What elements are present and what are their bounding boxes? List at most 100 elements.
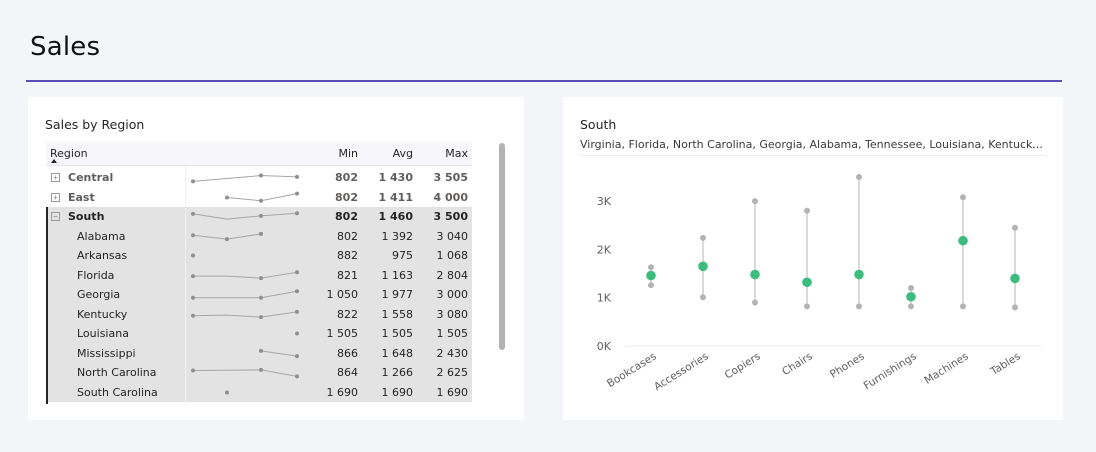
max-point[interactable] xyxy=(648,264,654,271)
sparkline-point xyxy=(259,198,263,203)
column-header-min[interactable]: Min xyxy=(338,147,358,160)
x-tick-label: Accessories xyxy=(652,350,711,393)
sparkline-path xyxy=(193,290,298,299)
trend-sparkline xyxy=(225,390,229,394)
max-point[interactable] xyxy=(960,194,966,201)
matrix-header: Region Min Avg Max xyxy=(46,142,472,166)
min-point[interactable] xyxy=(960,303,966,310)
x-tick-label: Furnishings xyxy=(862,350,919,392)
min-point[interactable] xyxy=(752,299,758,306)
south-chart-card[interactable]: South Virginia, Florida, North Carolina,… xyxy=(563,97,1063,420)
min-point[interactable] xyxy=(648,282,654,289)
cell-max: 1 690 xyxy=(436,385,469,399)
sparkline-endpoint xyxy=(295,269,299,274)
avg-point[interactable] xyxy=(854,269,864,280)
collapse-icon[interactable]: − xyxy=(51,212,60,221)
state-row[interactable]: North Carolina 864 1 266 2 625 xyxy=(46,363,472,383)
state-row[interactable]: Arkansas 882 975 1 068 xyxy=(46,246,472,266)
expand-icon[interactable]: + xyxy=(51,192,60,202)
sparkline-endpoint xyxy=(191,273,195,278)
max-point[interactable] xyxy=(700,234,706,241)
sparkline-endpoint xyxy=(295,191,299,196)
sparkline-endpoint xyxy=(259,231,263,236)
state-row[interactable]: Mississippi 866 1 648 2 430 xyxy=(46,343,472,363)
sparkline-endpoint xyxy=(191,232,195,237)
region-group-row[interactable]: + Central 802 1 430 3 505 xyxy=(46,168,472,188)
cell-avg: 975 xyxy=(392,249,413,262)
sparkline-endpoint xyxy=(259,348,263,353)
state-row[interactable]: Georgia 1 050 1 977 3 000 xyxy=(46,285,472,305)
cell-max: 2 625 xyxy=(436,366,469,379)
row-label: South xyxy=(68,210,105,223)
state-row[interactable]: Florida 821 1 163 2 804 xyxy=(46,265,472,285)
sparkline-point xyxy=(191,253,195,258)
max-point[interactable] xyxy=(1012,224,1018,231)
max-point[interactable] xyxy=(804,207,810,214)
cell-max: 3 500 xyxy=(433,210,468,223)
expand-icon[interactable]: + xyxy=(51,173,60,182)
column-header-avg[interactable]: Avg xyxy=(392,147,413,160)
cell-min: 802 xyxy=(335,190,358,204)
row-label: Arkansas xyxy=(77,249,128,262)
cell-min: 821 xyxy=(337,268,358,282)
min-point[interactable] xyxy=(908,303,914,310)
sparkline-endpoint xyxy=(191,313,195,318)
min-point[interactable] xyxy=(1012,304,1018,311)
sparkline-endpoint xyxy=(295,309,299,314)
avg-point[interactable] xyxy=(958,235,968,246)
state-row[interactable]: South Carolina 1 690 1 690 1 690 xyxy=(46,382,472,402)
sparkline-point xyxy=(259,173,263,178)
scrollbar-thumb[interactable] xyxy=(499,143,505,350)
sparkline-point xyxy=(259,275,263,280)
trend-sparkline xyxy=(295,331,299,336)
region-group-row[interactable]: + East 802 1 411 4 000 xyxy=(46,188,472,208)
max-point[interactable] xyxy=(856,174,862,180)
min-point[interactable] xyxy=(700,294,706,301)
cell-avg: 1 392 xyxy=(381,229,414,243)
cell-avg: 1 460 xyxy=(378,210,413,223)
sparkline-endpoint xyxy=(225,195,229,199)
sparkline-endpoint xyxy=(295,289,299,294)
min-point[interactable] xyxy=(804,303,810,310)
avg-point[interactable] xyxy=(698,261,708,272)
x-tick-label: Phones xyxy=(828,350,867,380)
cell-avg: 1 505 xyxy=(381,327,414,340)
sparkline-endpoint xyxy=(295,211,299,216)
cell-avg: 1 163 xyxy=(381,268,414,282)
cell-min: 802 xyxy=(335,210,358,223)
avg-point[interactable] xyxy=(802,277,812,288)
column-header-region[interactable]: Region xyxy=(50,147,88,160)
trend-sparkline xyxy=(191,269,299,280)
max-point[interactable] xyxy=(908,285,914,292)
column-header-max[interactable]: Max xyxy=(445,147,468,160)
trend-sparkline xyxy=(191,211,299,220)
title-underline xyxy=(26,80,1062,82)
page-title: Sales xyxy=(30,32,101,62)
cell-max: 1 505 xyxy=(436,327,469,340)
trend-sparkline xyxy=(191,309,299,319)
trend-sparkline xyxy=(191,173,299,184)
avg-point[interactable] xyxy=(750,269,760,280)
column-divider xyxy=(185,166,186,404)
sales-by-region-card[interactable]: Sales by Region Region Min Avg Max + Cent… xyxy=(28,97,524,420)
avg-point[interactable] xyxy=(1010,273,1020,284)
sparkline-path xyxy=(260,349,298,357)
sparkline-endpoint xyxy=(191,368,195,373)
cell-avg: 1 977 xyxy=(381,288,414,301)
state-row[interactable]: Kentucky 822 1 558 3 080 xyxy=(46,304,472,324)
max-point[interactable] xyxy=(752,198,758,205)
region-matrix[interactable]: Region Min Avg Max + Central 802 1 430 3 505… xyxy=(46,142,472,404)
cell-max: 3 040 xyxy=(436,229,469,243)
min-point[interactable] xyxy=(856,303,862,310)
cell-min: 866 xyxy=(337,346,358,360)
state-row[interactable]: Alabama 802 1 392 3 040 xyxy=(46,226,472,246)
avg-point[interactable] xyxy=(646,270,656,281)
y-tick-label: 0K xyxy=(597,340,612,353)
avg-point[interactable] xyxy=(906,291,916,302)
state-row[interactable]: Louisiana 1 505 1 505 1 505 xyxy=(46,324,472,344)
region-group-row[interactable]: − South 802 1 460 3 500 xyxy=(46,207,472,227)
row-label: East xyxy=(68,190,95,204)
sparkline-path xyxy=(193,271,298,279)
sparkline-point xyxy=(259,367,263,372)
